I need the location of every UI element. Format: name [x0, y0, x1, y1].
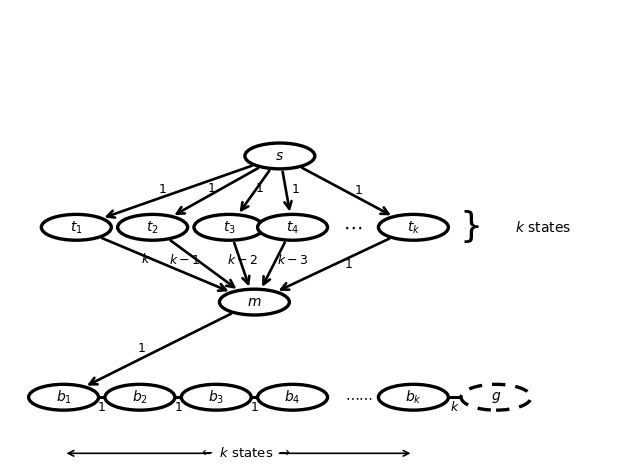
Text: }: } — [459, 211, 482, 244]
Text: $1$: $1$ — [250, 401, 259, 414]
Ellipse shape — [118, 214, 188, 240]
Ellipse shape — [245, 143, 315, 169]
Text: $1$: $1$ — [343, 258, 352, 270]
Text: $b_{k}$: $b_{k}$ — [405, 388, 422, 406]
Text: $1$: $1$ — [174, 401, 183, 414]
Ellipse shape — [258, 384, 328, 410]
Text: $1$: $1$ — [207, 182, 216, 195]
Text: $m$: $m$ — [247, 295, 261, 309]
Text: $\cdots$: $\cdots$ — [343, 218, 363, 237]
Ellipse shape — [219, 289, 289, 315]
Text: $1$: $1$ — [137, 343, 146, 355]
Text: $b_{4}$: $b_{4}$ — [284, 388, 301, 406]
Text: $1$: $1$ — [255, 182, 264, 195]
Ellipse shape — [29, 384, 99, 410]
Text: $k-1$: $k-1$ — [169, 253, 200, 267]
Text: $t_{2}$: $t_{2}$ — [146, 219, 159, 236]
Text: $1$: $1$ — [97, 401, 106, 414]
Text: $b_{3}$: $b_{3}$ — [208, 388, 225, 406]
Ellipse shape — [378, 384, 448, 410]
Text: $t_{4}$: $t_{4}$ — [286, 219, 299, 236]
Text: $1$: $1$ — [291, 184, 300, 196]
Text: $t_{1}$: $t_{1}$ — [70, 219, 83, 236]
Ellipse shape — [181, 384, 251, 410]
Text: $1$: $1$ — [354, 185, 363, 197]
Text: $b_{2}$: $b_{2}$ — [132, 388, 148, 406]
Text: $1$: $1$ — [158, 184, 167, 196]
Text: $g$: $g$ — [491, 390, 501, 405]
Text: $b_{1}$: $b_{1}$ — [55, 388, 72, 406]
Text: $s$: $s$ — [275, 149, 284, 163]
Text: $k-3$: $k-3$ — [277, 253, 308, 267]
Text: $t_{k}$: $t_{k}$ — [406, 219, 420, 236]
Ellipse shape — [258, 214, 328, 240]
Ellipse shape — [41, 214, 111, 240]
Text: $k$: $k$ — [141, 252, 151, 266]
Text: $\cdots\cdots$: $\cdots\cdots$ — [345, 390, 373, 404]
Text: $t_{3}$: $t_{3}$ — [223, 219, 235, 236]
Ellipse shape — [378, 214, 448, 240]
Text: $k$: $k$ — [450, 400, 460, 414]
Ellipse shape — [461, 384, 531, 410]
Text: $k-2$: $k-2$ — [227, 253, 259, 267]
Ellipse shape — [105, 384, 175, 410]
Ellipse shape — [194, 214, 264, 240]
Text: $k$ states: $k$ states — [515, 220, 571, 235]
Text: $\leftarrow\ k\ \mathrm{states}\ \rightarrow$: $\leftarrow\ k\ \mathrm{states}\ \righta… — [198, 447, 291, 460]
